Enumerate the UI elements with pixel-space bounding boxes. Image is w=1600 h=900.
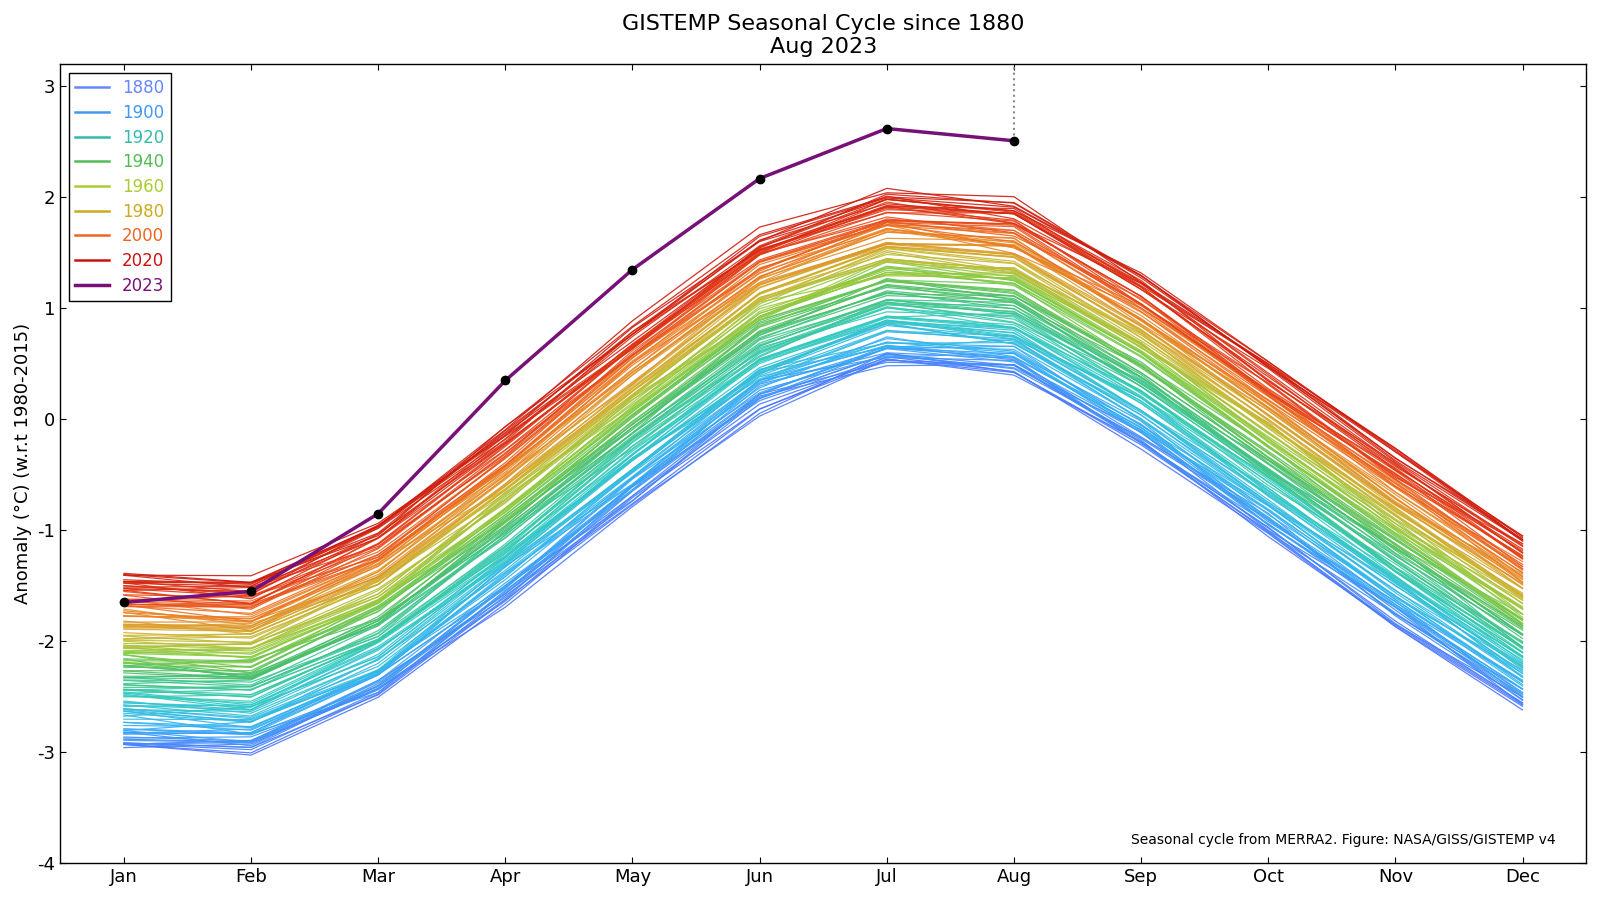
Legend: 1880, 1900, 1920, 1940, 1960, 1980, 2000, 2020, 2023: 1880, 1900, 1920, 1940, 1960, 1980, 2000…	[69, 73, 171, 302]
Text: Seasonal cycle from MERRA2. Figure: NASA/GISS/GISTEMP v4: Seasonal cycle from MERRA2. Figure: NASA…	[1131, 833, 1555, 847]
Title: GISTEMP Seasonal Cycle since 1880
Aug 2023: GISTEMP Seasonal Cycle since 1880 Aug 20…	[622, 14, 1024, 57]
Y-axis label: Anomaly (°C) (w.r.t 1980-2015): Anomaly (°C) (w.r.t 1980-2015)	[14, 323, 32, 604]
